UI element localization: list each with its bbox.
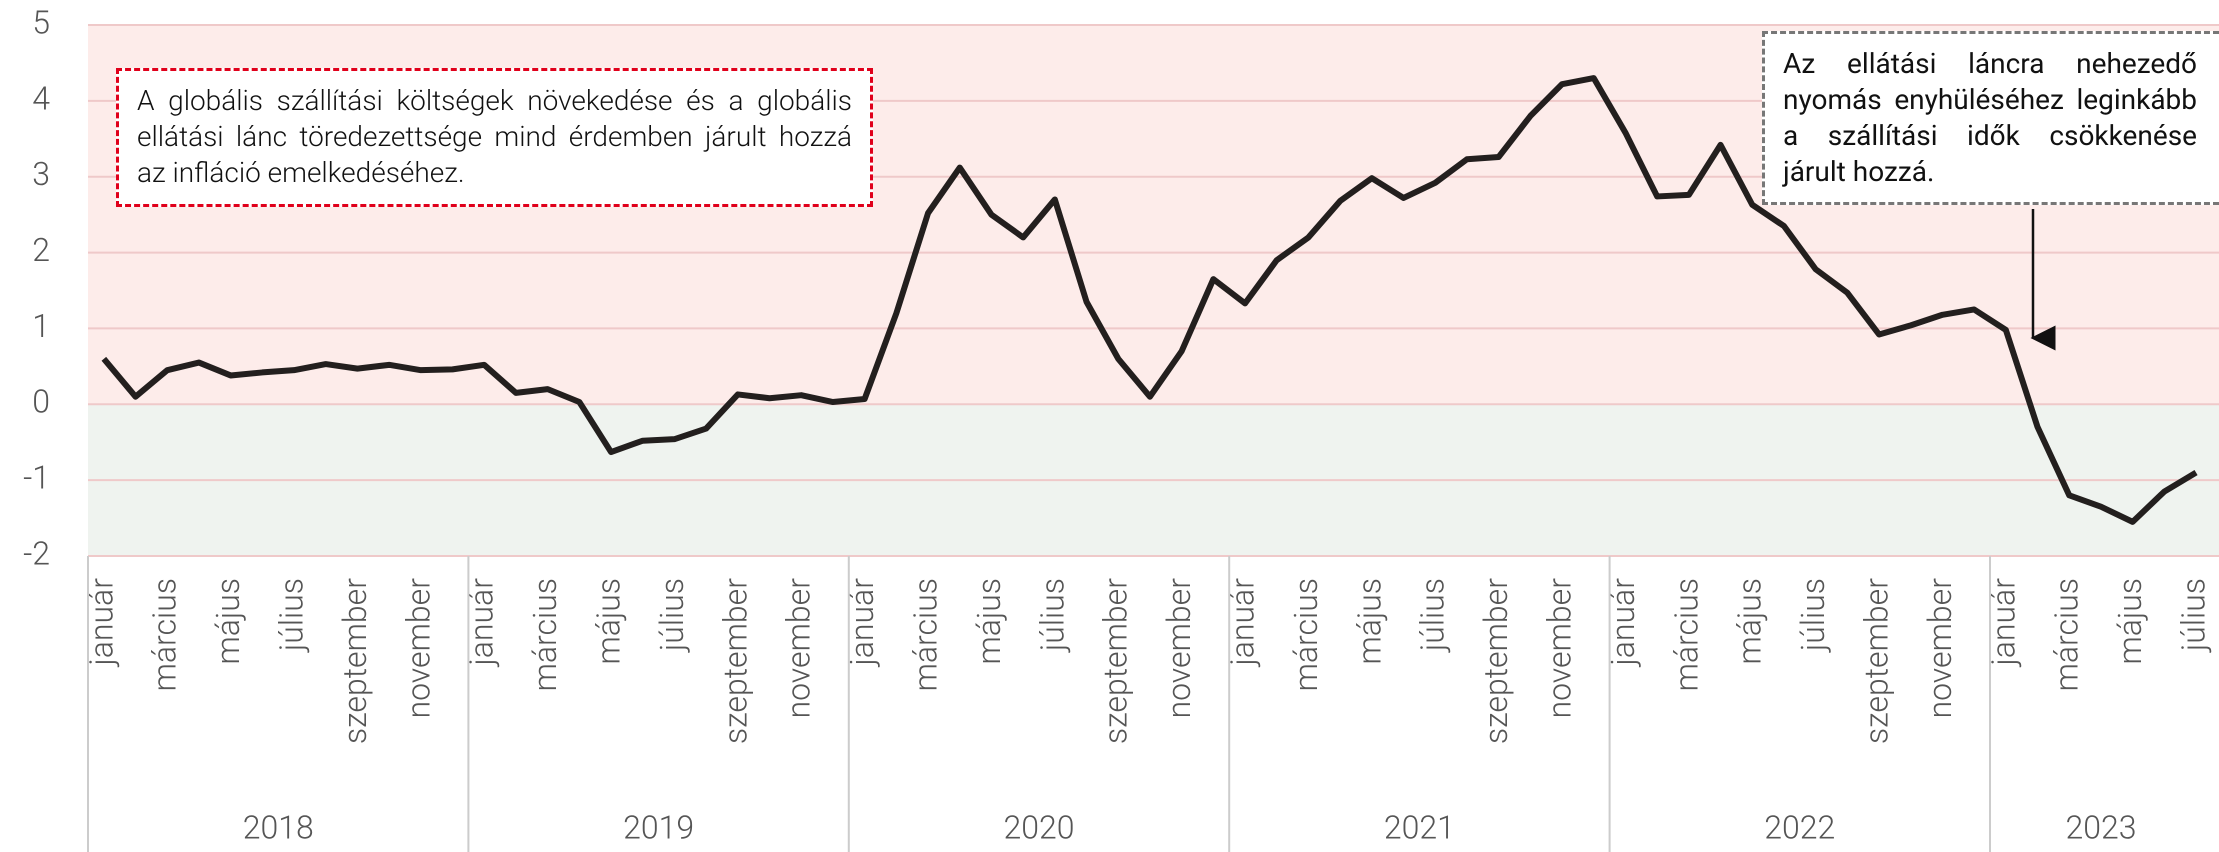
data-line: [101, 75, 2198, 525]
x-tick-label: május: [970, 578, 1008, 665]
x-tick-label: július: [653, 578, 691, 653]
x-tick-label: július: [273, 578, 311, 653]
y-tick-label: 1: [32, 307, 50, 345]
x-tick-label: július: [2175, 578, 2213, 653]
annotation: A globális szállítási költségek növekedé…: [116, 68, 873, 207]
x-tick-label: március: [2048, 578, 2086, 692]
y-tick-label: 4: [32, 79, 50, 117]
x-tick-label: március: [1667, 578, 1705, 692]
x-tick-label: szeptember: [716, 578, 754, 744]
year-label: 2018: [243, 808, 314, 846]
y-tick-label: -2: [23, 534, 50, 572]
x-tick-label: július: [1033, 578, 1071, 653]
year-label: 2022: [1764, 808, 1835, 846]
x-tick-label: november: [1921, 578, 1959, 719]
x-tick-label: május: [1731, 578, 1769, 665]
y-tick-label: 2: [32, 231, 50, 269]
x-tick-label: november: [1160, 578, 1198, 719]
x-tick-label: szeptember: [1858, 578, 1896, 744]
year-label: 2023: [2065, 808, 2136, 846]
x-tick-label: szeptember: [1097, 578, 1135, 744]
x-tick-label: november: [780, 578, 818, 719]
x-tick-label: szeptember: [336, 578, 374, 744]
y-tick-label: 5: [32, 3, 50, 41]
y-tick-label: -1: [23, 459, 50, 497]
x-tick-label: július: [1794, 578, 1832, 653]
x-tick-label: március: [907, 578, 945, 692]
x-tick-label: március: [146, 578, 184, 692]
year-label: 2019: [623, 808, 694, 846]
year-label: 2021: [1384, 808, 1455, 846]
annotation: Az ellátási láncra nehezedő nyomás enyhü…: [1762, 31, 2219, 205]
y-tick-label: 3: [32, 155, 50, 193]
x-tick-label: március: [1287, 578, 1325, 692]
x-tick-label: május: [209, 578, 247, 665]
x-tick-label: július: [1414, 578, 1452, 653]
x-tick-label: november: [1541, 578, 1579, 719]
y-tick-label: 0: [32, 383, 50, 421]
x-tick-label: május: [2111, 578, 2149, 665]
x-tick-label: szeptember: [1477, 578, 1515, 744]
x-tick-label: március: [526, 578, 564, 692]
year-label: 2020: [1004, 808, 1075, 846]
x-tick-label: május: [1350, 578, 1388, 665]
x-tick-label: november: [399, 578, 437, 719]
x-tick-label: május: [590, 578, 628, 665]
